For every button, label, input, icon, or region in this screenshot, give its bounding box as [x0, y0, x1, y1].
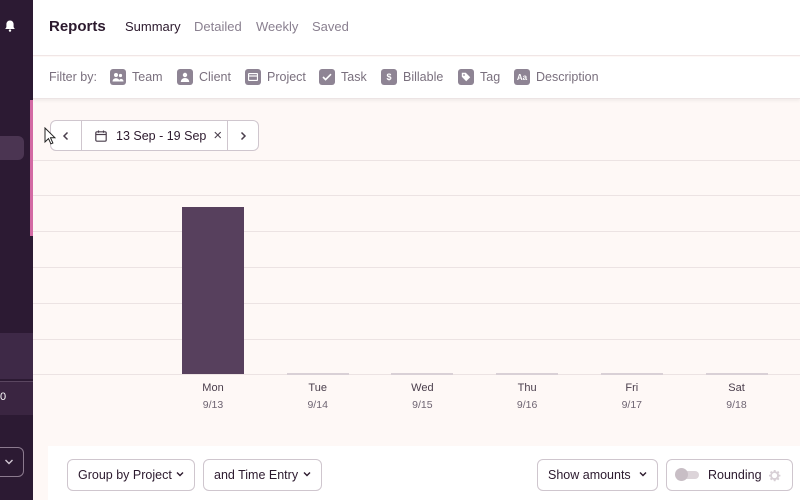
tab-summary[interactable]: Summary	[125, 19, 181, 34]
rounding-label: Rounding	[708, 468, 762, 482]
date-range-field[interactable]: 13 Sep - 19 Sep ×	[82, 121, 228, 150]
sidebar-nav-item[interactable]	[0, 136, 24, 160]
filter-tag-label: Tag	[480, 70, 501, 84]
x-tick-label: Fri	[625, 382, 639, 394]
gear-icon[interactable]	[767, 468, 782, 483]
previous-week-button[interactable]	[51, 121, 82, 150]
sidebar-item[interactable]: 0	[0, 381, 33, 415]
filter-client[interactable]: Client	[177, 68, 231, 86]
filter-tag[interactable]: Tag	[458, 68, 500, 86]
next-week-button[interactable]	[227, 121, 258, 150]
sidebar: 0	[0, 0, 33, 500]
x-tick-date: 9/17	[621, 399, 643, 411]
filter-label: Filter by:	[49, 70, 97, 84]
chart-bar[interactable]	[391, 373, 454, 375]
rounding-toggle[interactable]	[675, 468, 699, 481]
filter-description[interactable]: Aa Description	[514, 68, 599, 86]
chevron-down-icon	[5, 459, 13, 465]
x-tick-date: 9/13	[202, 399, 224, 411]
mouse-cursor-icon	[44, 127, 56, 145]
x-tick-label: Mon	[202, 382, 224, 394]
x-tick-date: 9/18	[726, 399, 747, 411]
sidebar-active-item[interactable]	[0, 333, 33, 379]
toggle-knob	[675, 468, 688, 481]
rounding-control: Rounding	[666, 459, 793, 491]
show-amounts-select[interactable]: Show amounts	[537, 459, 658, 491]
secondary-group-select[interactable]: and Time Entry	[203, 459, 322, 491]
chart-bar[interactable]	[182, 206, 244, 374]
filter-bar: Filter by: Team Client Project Task	[33, 57, 800, 99]
filter-team[interactable]: Team	[110, 68, 163, 86]
filter-client-label: Client	[199, 70, 231, 84]
chart-bar[interactable]	[600, 373, 663, 375]
description-icon: Aa	[514, 69, 530, 85]
page-header: Reports Summary Detailed Weekly Saved	[33, 0, 800, 56]
bar-chart: Mon 9/13 Tue 9/14 Wed 9/15 Thu 9/16 Fri 9/17 Sat 9/…	[33, 100, 800, 420]
report-toolbar: Group by Project and Time Entry Show amo…	[48, 446, 800, 500]
show-amounts-value: Show amounts	[548, 468, 631, 482]
filter-task[interactable]: Task	[319, 68, 367, 86]
page-title: Reports	[49, 18, 106, 35]
calendar-icon	[95, 130, 107, 142]
gridline	[33, 303, 800, 304]
x-tick-date: 9/14	[307, 399, 328, 411]
filter-team-label: Team	[132, 70, 163, 84]
chevron-left-icon	[62, 131, 69, 140]
group-by-value: Group by Project	[78, 468, 172, 482]
gridline	[33, 195, 800, 196]
gridline	[33, 231, 800, 232]
x-tick-label: Tue	[308, 382, 327, 394]
billable-icon: $	[381, 69, 397, 85]
tag-icon	[458, 69, 474, 85]
x-tick-label: Sat	[728, 382, 745, 394]
x-tick-label: Wed	[411, 382, 434, 394]
x-tick-date: 9/15	[412, 399, 433, 411]
workspace-dropdown[interactable]	[0, 447, 24, 477]
chart-bar[interactable]	[496, 373, 559, 375]
task-icon	[319, 69, 335, 85]
client-icon	[177, 69, 193, 85]
date-range-text: 13 Sep - 19 Sep	[116, 128, 207, 143]
filter-project-label: Project	[267, 70, 306, 84]
tab-saved[interactable]: Saved	[312, 19, 349, 34]
accent-bar	[30, 100, 33, 236]
chevron-down-icon	[303, 472, 311, 477]
x-tick-date: 9/16	[516, 399, 538, 411]
group-by-select[interactable]: Group by Project	[67, 459, 195, 491]
chevron-down-icon	[176, 472, 184, 477]
x-tick-label: Thu	[517, 382, 537, 394]
gridline	[33, 339, 800, 340]
chart-bar[interactable]	[705, 373, 768, 375]
secondary-group-value: and Time Entry	[214, 468, 299, 482]
filter-task-label: Task	[341, 70, 367, 84]
filter-billable-label: Billable	[403, 70, 444, 84]
tab-detailed[interactable]: Detailed	[194, 19, 242, 34]
clear-date-icon[interactable]: ×	[213, 127, 223, 144]
chart-bar[interactable]	[286, 373, 349, 375]
gridline	[33, 160, 800, 161]
date-range-picker: 13 Sep - 19 Sep ×	[50, 120, 259, 151]
chevron-right-icon	[240, 131, 247, 140]
chevron-down-icon	[639, 472, 647, 477]
filter-billable[interactable]: $ Billable	[381, 68, 443, 86]
tab-weekly[interactable]: Weekly	[256, 19, 299, 34]
gridline	[33, 267, 800, 268]
project-icon	[245, 69, 261, 85]
team-icon	[110, 69, 126, 85]
bell-icon[interactable]	[3, 19, 17, 33]
filter-description-label: Description	[536, 70, 599, 84]
filter-project[interactable]: Project	[245, 68, 306, 86]
sidebar-item-glyph: 0	[0, 391, 7, 403]
